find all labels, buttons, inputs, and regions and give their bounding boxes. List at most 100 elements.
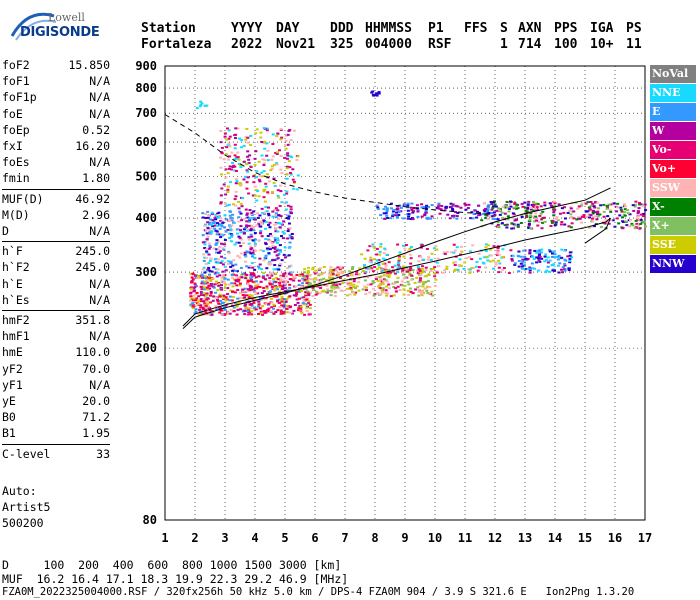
echo-point bbox=[248, 294, 252, 297]
echo-point bbox=[273, 246, 277, 249]
echo-point bbox=[204, 275, 208, 278]
echo-point bbox=[301, 302, 305, 305]
echo-point bbox=[282, 304, 286, 307]
echo-point bbox=[443, 252, 447, 255]
echo-point bbox=[448, 217, 452, 220]
echo-point bbox=[606, 204, 610, 207]
echo-point bbox=[209, 292, 213, 295]
echo-point bbox=[278, 292, 282, 295]
echo-point bbox=[341, 282, 345, 285]
echo-point bbox=[280, 136, 284, 139]
echo-point bbox=[275, 162, 279, 165]
echo-point bbox=[242, 230, 246, 233]
echo-point bbox=[492, 200, 496, 203]
echo-point bbox=[279, 309, 283, 312]
echo-point bbox=[253, 298, 257, 301]
echo-point bbox=[271, 215, 275, 218]
echo-point bbox=[429, 270, 433, 273]
echo-point bbox=[429, 217, 433, 220]
echo-point bbox=[533, 204, 537, 207]
echo-point bbox=[219, 219, 223, 222]
echo-point bbox=[305, 275, 309, 278]
echo-point bbox=[259, 249, 263, 252]
echo-point bbox=[558, 257, 562, 260]
echo-point bbox=[541, 221, 545, 224]
echo-point bbox=[401, 265, 405, 268]
echo-point bbox=[453, 268, 457, 271]
echo-point bbox=[287, 129, 291, 132]
echo-point bbox=[552, 211, 556, 214]
echo-point bbox=[273, 250, 277, 253]
echo-point bbox=[363, 285, 367, 288]
echo-point bbox=[457, 270, 461, 273]
echo-point bbox=[265, 127, 269, 130]
echo-point bbox=[220, 279, 224, 282]
echo-point bbox=[409, 262, 413, 265]
echo-point bbox=[221, 313, 225, 316]
echo-point bbox=[555, 216, 559, 219]
echo-point bbox=[208, 309, 212, 312]
echo-point bbox=[245, 224, 249, 227]
echo-point bbox=[374, 278, 378, 281]
echo-point bbox=[236, 288, 240, 291]
echo-point bbox=[291, 275, 295, 278]
echo-point bbox=[283, 287, 287, 290]
echo-point bbox=[285, 165, 289, 168]
echo-point bbox=[420, 243, 424, 246]
echo-point bbox=[293, 276, 297, 279]
echo-point bbox=[361, 288, 365, 291]
echo-point bbox=[563, 223, 567, 226]
echo-point bbox=[196, 312, 200, 315]
echo-point bbox=[304, 292, 308, 295]
echo-point bbox=[540, 227, 544, 230]
echo-point bbox=[192, 304, 196, 307]
echo-point bbox=[372, 287, 376, 290]
echo-point bbox=[550, 252, 554, 255]
echo-point bbox=[510, 222, 514, 225]
echo-point bbox=[275, 249, 279, 252]
echo-point bbox=[297, 309, 301, 312]
echo-point bbox=[208, 221, 212, 224]
echo-point bbox=[538, 214, 542, 217]
echo-point bbox=[436, 205, 440, 208]
echo-point bbox=[205, 232, 209, 235]
echo-point bbox=[505, 201, 509, 204]
x-tick-label: 10 bbox=[428, 531, 442, 545]
trace-curve bbox=[164, 114, 496, 215]
echo-point bbox=[275, 241, 279, 244]
echo-point bbox=[402, 217, 406, 220]
echo-point bbox=[529, 208, 533, 211]
echo-point bbox=[248, 219, 252, 222]
echo-point bbox=[252, 181, 256, 184]
echo-point bbox=[557, 254, 561, 257]
echo-point bbox=[272, 181, 276, 184]
echo-point bbox=[222, 281, 226, 284]
echo-point bbox=[192, 294, 196, 297]
echo-point bbox=[493, 203, 497, 206]
echo-point bbox=[239, 308, 243, 311]
echo-point bbox=[439, 208, 443, 211]
echo-point bbox=[621, 216, 625, 219]
echo-point bbox=[332, 268, 336, 271]
echo-point bbox=[275, 163, 279, 166]
echo-point bbox=[308, 303, 312, 306]
header-label-station: Station bbox=[141, 21, 196, 36]
echo-point bbox=[384, 289, 388, 292]
muf-row: MUF 16.2 16.4 17.1 18.3 19.9 22.3 29.2 4… bbox=[2, 572, 349, 586]
echo-point bbox=[553, 208, 557, 211]
echo-point bbox=[424, 209, 428, 212]
echo-point bbox=[247, 220, 251, 223]
echo-point bbox=[352, 283, 356, 286]
echo-point bbox=[430, 204, 434, 207]
echo-point bbox=[267, 214, 271, 217]
echo-point bbox=[577, 205, 581, 208]
echo-point bbox=[262, 196, 266, 199]
echo-point bbox=[285, 177, 289, 180]
echo-point bbox=[397, 213, 401, 216]
echo-point bbox=[515, 205, 519, 208]
echo-point bbox=[377, 266, 381, 269]
echo-point bbox=[353, 287, 357, 290]
echo-point bbox=[609, 219, 613, 222]
echo-point bbox=[223, 226, 227, 229]
echo-point bbox=[236, 280, 240, 283]
